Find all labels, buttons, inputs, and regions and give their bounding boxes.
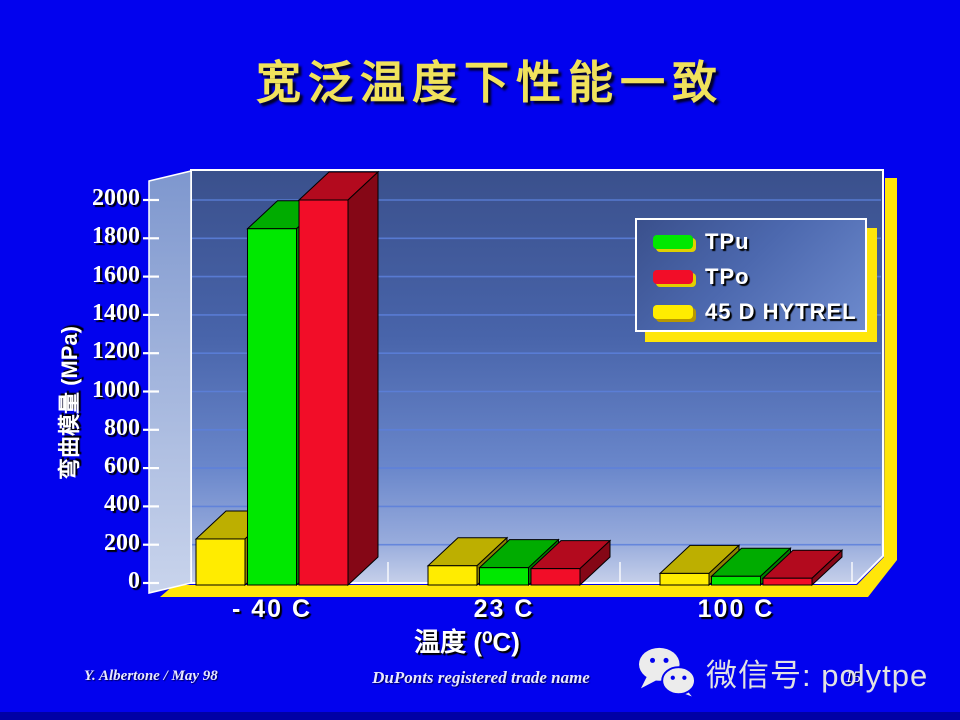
legend-item: TPu: [637, 225, 865, 258]
y-tick-label: 0: [128, 568, 140, 594]
wechat-id-label: 微信号: polytpe: [706, 657, 929, 693]
y-tick-label: 600: [104, 453, 140, 480]
y-tick-label: 1200: [92, 338, 140, 365]
legend-item: TPo: [637, 260, 865, 293]
wechat-watermark: 微信号: polytpe: [636, 644, 928, 700]
legend-label: TPu: [705, 228, 750, 254]
y-tick-label: 400: [104, 491, 140, 518]
legend: TPu TPo 45 D HYTREL: [635, 218, 867, 332]
wechat-icon: [639, 647, 697, 700]
footer-author: Y. Albertone / May 98: [84, 668, 218, 684]
x-category-label: 23 C: [473, 595, 535, 623]
legend-item: 45 D HYTREL: [637, 295, 865, 328]
footer-trademark-note: DuPonts registered trade name: [372, 668, 590, 687]
bottom-strip: [0, 712, 960, 720]
bar-TPo-100C: [761, 549, 844, 587]
x-category-label: 100 C: [697, 595, 775, 623]
y-tick-label: 800: [104, 414, 140, 441]
x-category-label: - 40 C: [231, 595, 313, 623]
x-axis-title: 温度 (⁰C): [414, 627, 520, 657]
legend-swatch: [653, 234, 693, 249]
page-number: 15: [845, 669, 861, 686]
slide-title: 宽泛温度下性能一致: [255, 58, 724, 108]
bar-TPo--40C: [297, 170, 380, 587]
y-tick-label: 2000: [92, 185, 140, 211]
y-tick-label: 1400: [92, 299, 140, 326]
y-tick-label: 1800: [92, 223, 140, 250]
legend-swatch: [653, 269, 693, 284]
legend-label: TPo: [705, 263, 750, 289]
y-tick-label: 200: [104, 529, 140, 556]
y-tick-label: 1000: [92, 376, 140, 403]
chart-left-wall: [148, 170, 192, 594]
y-tick-label: 1600: [92, 261, 140, 288]
legend-swatch: [653, 304, 693, 319]
bar-TPo-23C: [529, 539, 612, 587]
legend-label: 45 D HYTREL: [705, 298, 857, 324]
